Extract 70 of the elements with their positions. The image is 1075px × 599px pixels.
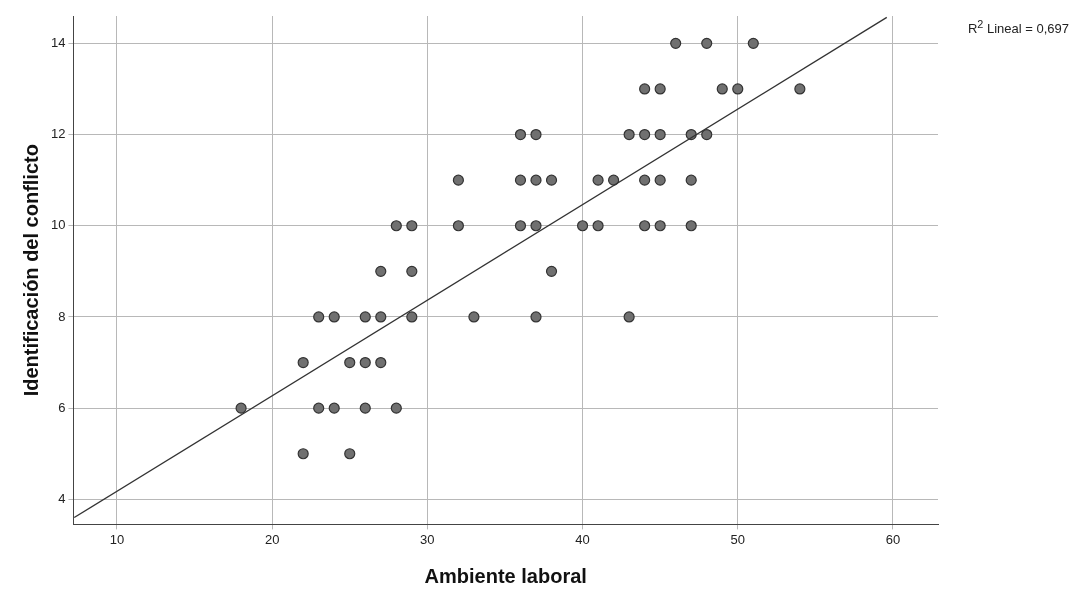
point — [654, 83, 666, 95]
point — [685, 220, 697, 232]
point — [608, 174, 620, 186]
x-tick-label: 60 — [885, 531, 901, 547]
point — [654, 220, 666, 232]
point — [375, 311, 387, 323]
point — [654, 174, 666, 186]
point — [530, 220, 542, 232]
point — [328, 402, 340, 414]
point — [530, 174, 542, 186]
point — [328, 311, 340, 323]
point — [639, 174, 651, 186]
point — [576, 220, 589, 232]
point — [701, 37, 713, 49]
point — [530, 128, 542, 141]
point — [452, 174, 464, 186]
point — [313, 311, 325, 323]
point — [344, 448, 356, 460]
point — [375, 356, 387, 369]
point — [794, 83, 806, 95]
point — [623, 311, 635, 323]
point — [592, 174, 604, 186]
point — [685, 174, 697, 186]
y-tick-label: 6 — [58, 399, 66, 415]
point — [530, 311, 542, 323]
point — [297, 448, 309, 460]
x-tick-label: 50 — [730, 531, 746, 547]
point — [623, 128, 635, 141]
point — [654, 128, 666, 141]
point — [452, 220, 464, 232]
point — [235, 402, 247, 414]
point — [716, 83, 728, 95]
point — [514, 220, 527, 232]
point — [406, 311, 418, 323]
point — [639, 83, 651, 95]
point — [639, 128, 651, 141]
text: R$^{2}$ Lineal = 0,697 — [967, 18, 1069, 37]
x-tick-label: 20 — [264, 531, 280, 547]
x-tick-label: 30 — [420, 531, 435, 547]
point — [359, 311, 371, 323]
point — [359, 356, 371, 369]
point — [313, 402, 325, 414]
point — [359, 402, 371, 414]
y-tick-label: 12 — [50, 126, 66, 142]
point — [390, 402, 402, 414]
point — [545, 174, 558, 186]
point — [514, 174, 527, 186]
y-tick-label: 14 — [50, 34, 66, 50]
point — [514, 128, 527, 141]
y-tick-label: 4 — [58, 490, 66, 506]
point — [406, 220, 418, 232]
x-axis-title: Ambiente laboral — [424, 564, 587, 587]
x-tick-label: 40 — [575, 531, 590, 547]
x-tick-label: 10 — [109, 531, 125, 547]
point — [375, 265, 387, 277]
point — [545, 265, 558, 277]
point — [297, 356, 309, 369]
point — [670, 37, 682, 49]
y-tick-label: 10 — [50, 217, 66, 233]
point — [390, 220, 402, 232]
y-axis-title: Identificación del conflicto — [19, 144, 42, 397]
point — [344, 356, 356, 369]
point — [639, 220, 651, 232]
point — [468, 311, 480, 323]
point — [406, 265, 418, 277]
point — [732, 83, 744, 95]
point — [747, 37, 759, 49]
point — [701, 128, 713, 141]
y-tick-label: 8 — [58, 308, 66, 324]
point — [592, 220, 604, 232]
